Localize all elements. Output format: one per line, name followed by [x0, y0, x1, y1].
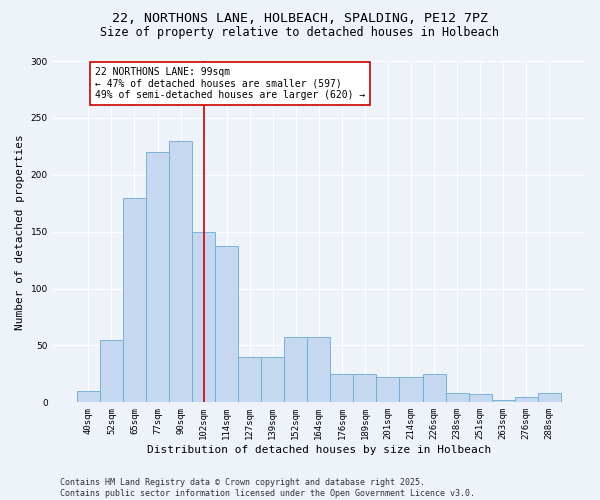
Bar: [169, 140, 192, 402]
Bar: [146, 152, 169, 403]
Bar: [353, 374, 376, 402]
Bar: [192, 232, 215, 402]
Y-axis label: Number of detached properties: Number of detached properties: [15, 134, 25, 330]
Text: 22 NORTHONS LANE: 99sqm
← 47% of detached houses are smaller (597)
49% of semi-d: 22 NORTHONS LANE: 99sqm ← 47% of detache…: [95, 66, 365, 100]
Bar: [77, 391, 100, 402]
Bar: [307, 338, 331, 402]
Bar: [376, 378, 400, 402]
Bar: [123, 198, 146, 402]
Bar: [515, 396, 538, 402]
Bar: [261, 357, 284, 403]
Bar: [400, 378, 422, 402]
Text: Size of property relative to detached houses in Holbeach: Size of property relative to detached ho…: [101, 26, 499, 39]
Bar: [446, 393, 469, 402]
Bar: [331, 374, 353, 402]
Text: Contains HM Land Registry data © Crown copyright and database right 2025.
Contai: Contains HM Land Registry data © Crown c…: [60, 478, 475, 498]
Bar: [238, 357, 261, 403]
Text: 22, NORTHONS LANE, HOLBEACH, SPALDING, PE12 7PZ: 22, NORTHONS LANE, HOLBEACH, SPALDING, P…: [112, 12, 488, 26]
Bar: [469, 394, 491, 402]
Bar: [422, 374, 446, 402]
Bar: [215, 246, 238, 402]
Bar: [284, 338, 307, 402]
Bar: [538, 393, 561, 402]
Bar: [491, 400, 515, 402]
X-axis label: Distribution of detached houses by size in Holbeach: Distribution of detached houses by size …: [147, 445, 491, 455]
Bar: [100, 340, 123, 402]
